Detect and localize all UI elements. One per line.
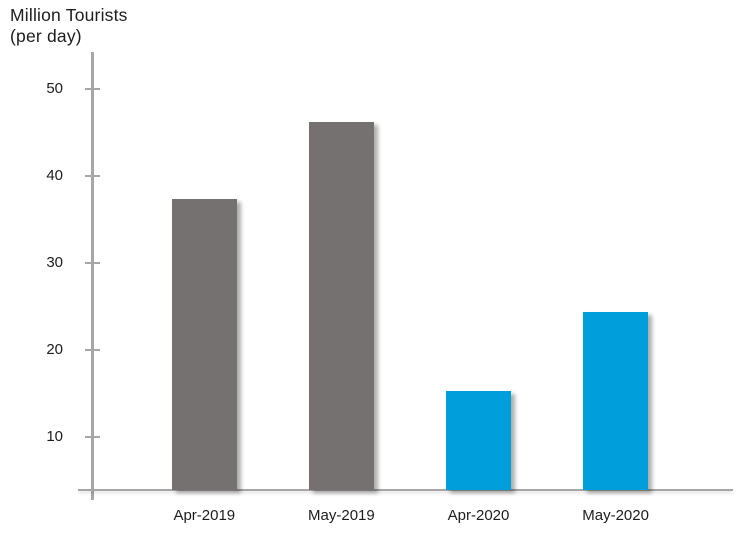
bar-may-2019 bbox=[308, 121, 374, 490]
y-tick-label: 10 bbox=[46, 427, 63, 445]
y-tick-label: 40 bbox=[46, 166, 63, 184]
bar-apr-2020 bbox=[446, 390, 511, 490]
chart-title-line-2: (per day) bbox=[10, 26, 82, 46]
x-axis-label: May-2019 bbox=[308, 507, 375, 524]
bar-apr-2019 bbox=[171, 199, 237, 490]
x-axis-line bbox=[78, 488, 733, 491]
y-tick-mark bbox=[85, 261, 100, 265]
y-tick-label: 20 bbox=[46, 340, 63, 358]
y-tick-mark bbox=[85, 87, 100, 91]
y-tick-mark bbox=[85, 435, 100, 439]
y-axis-line bbox=[91, 52, 94, 500]
x-axis-label: May-2020 bbox=[582, 507, 649, 524]
bar-may-2020 bbox=[583, 311, 649, 490]
chart-title: Million Tourists (per day) bbox=[10, 5, 128, 47]
x-axis-label: Apr-2019 bbox=[173, 507, 236, 524]
chart-title-line-1: Million Tourists bbox=[10, 5, 128, 25]
y-tick-label: 50 bbox=[46, 79, 63, 97]
y-tick-label: 30 bbox=[46, 253, 63, 271]
x-axis-label: Apr-2020 bbox=[447, 507, 510, 524]
y-tick-mark bbox=[85, 174, 100, 178]
y-tick-mark bbox=[85, 348, 100, 352]
